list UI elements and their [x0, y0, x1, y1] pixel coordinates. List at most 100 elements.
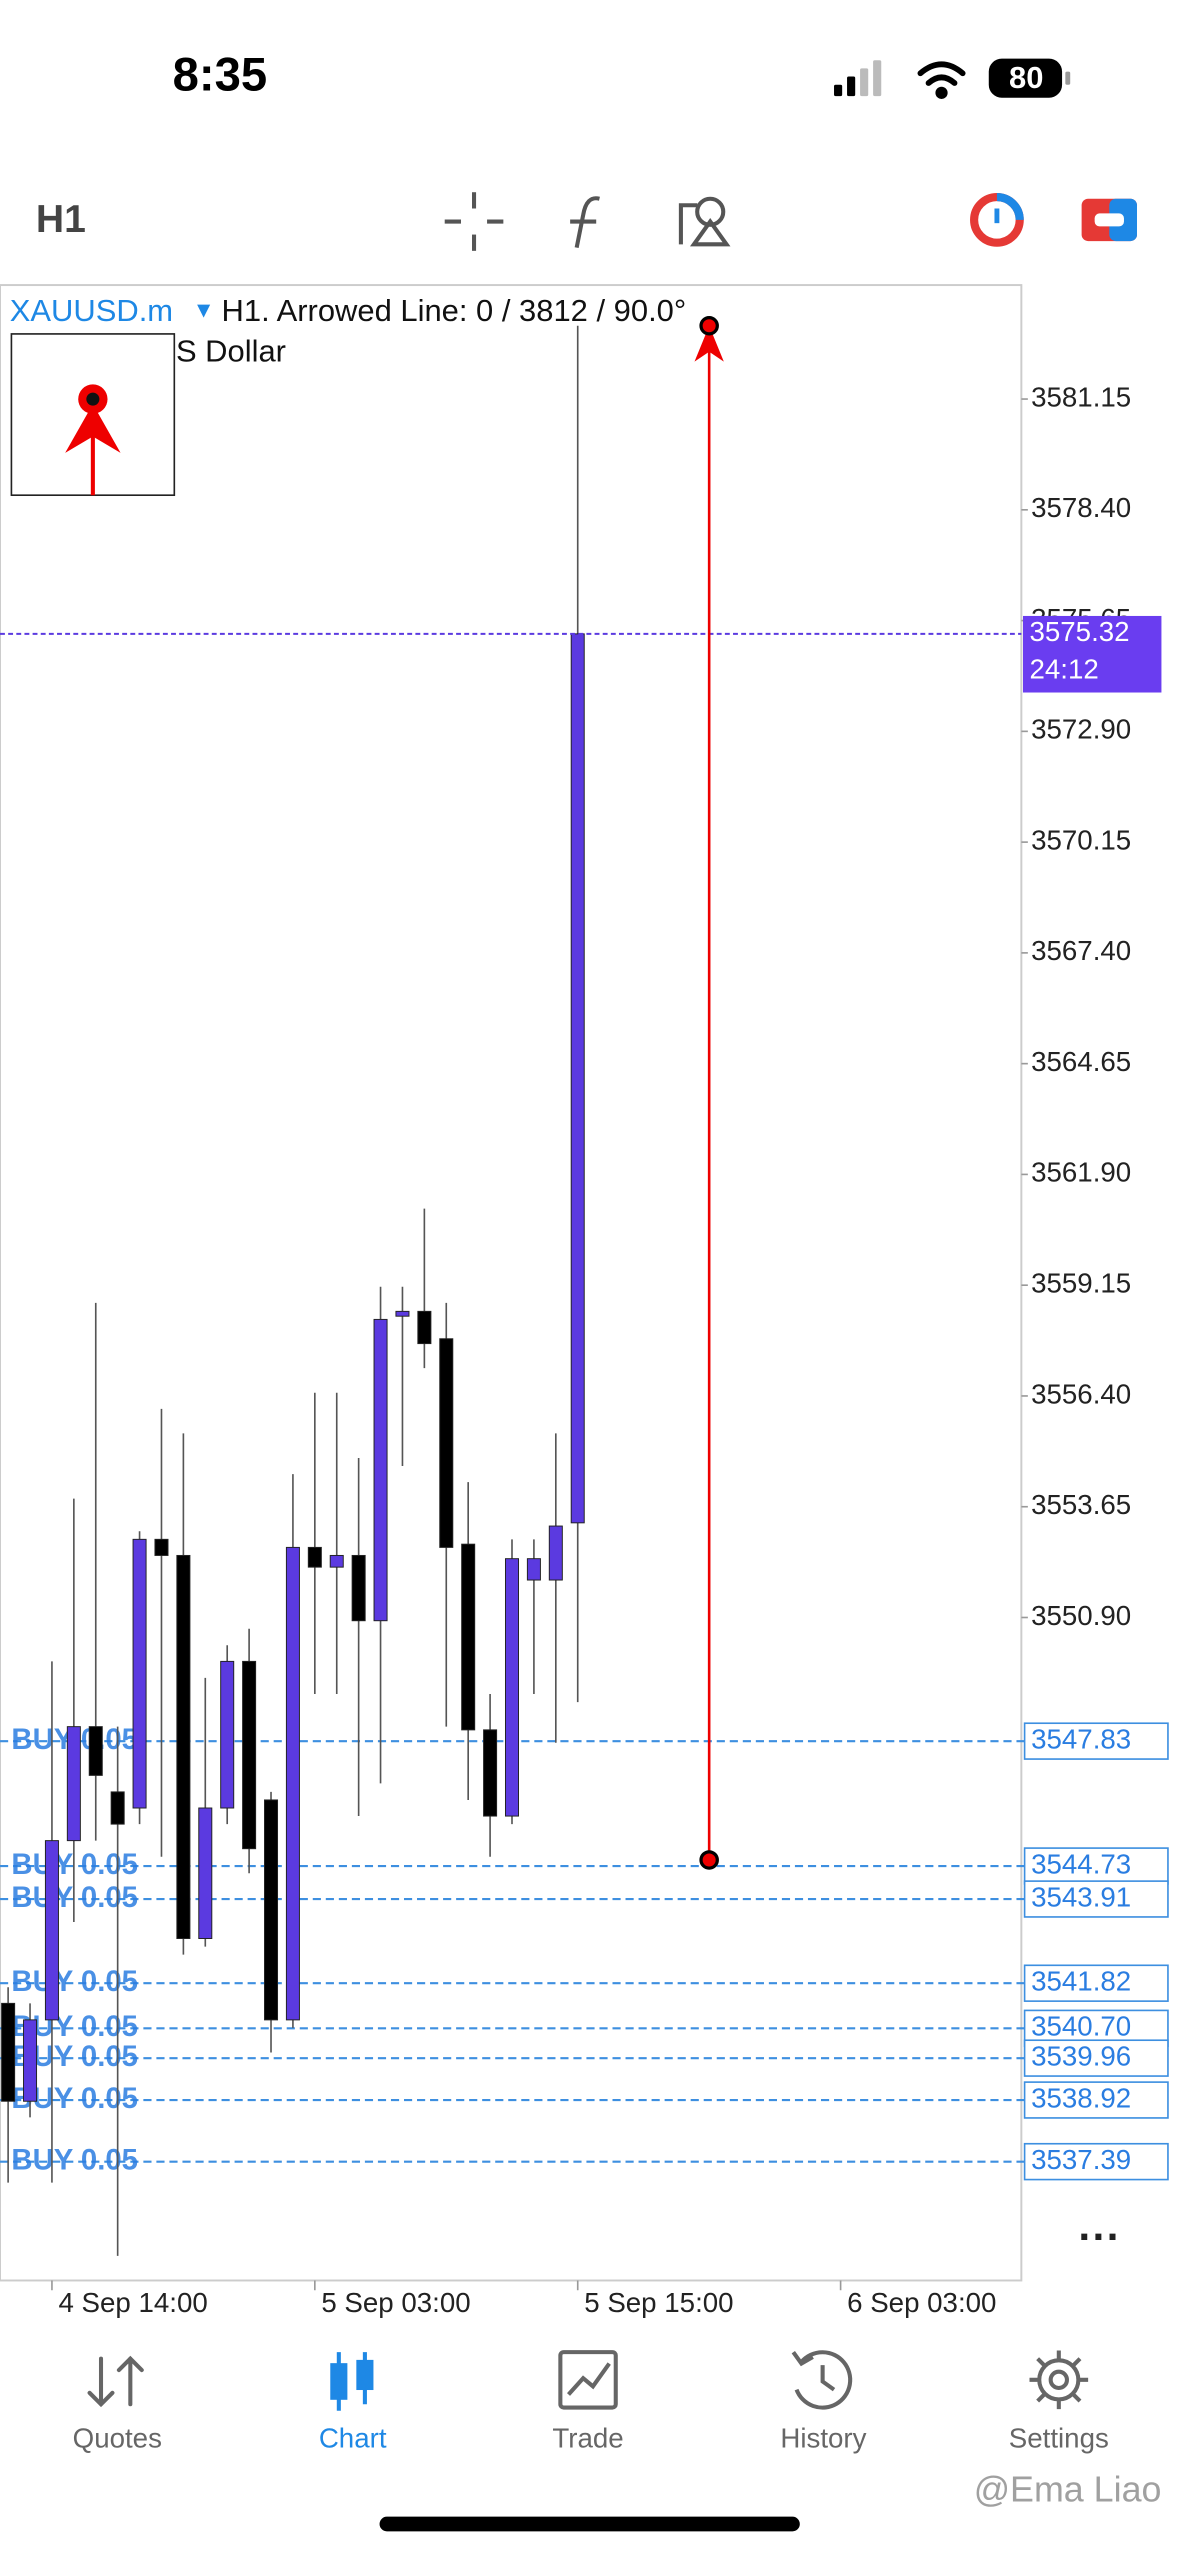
- battery-cap: [1065, 71, 1071, 85]
- order-price-label: 3539.96: [1031, 2040, 1131, 2071]
- order-price-label: 3541.82: [1031, 1966, 1131, 1997]
- y-tick-label: 3572.90: [1031, 714, 1131, 745]
- chart-title: H1. Arrowed Line: 0 / 3812 / 90.0°: [222, 293, 687, 328]
- order-price-label: 3547.83: [1031, 1723, 1131, 1754]
- x-tick-label: 5 Sep 15:00: [584, 2287, 733, 2318]
- candle-body: [264, 1799, 279, 2021]
- order-price-label: 3538.92: [1031, 2082, 1131, 2113]
- candle-body: [417, 1310, 432, 1345]
- tab-label[interactable]: Quotes: [73, 2422, 162, 2453]
- y-tick-label: 3556.40: [1031, 1378, 1131, 1409]
- order-price-label: 3544.73: [1031, 1848, 1131, 1879]
- order-label: BUY 0.05: [11, 1881, 138, 1914]
- candle-body: [285, 1546, 300, 2021]
- bid-timer: 24:12: [1029, 654, 1098, 685]
- object-preview: [10, 333, 176, 497]
- candle-body: [66, 1726, 81, 1842]
- candle-body: [220, 1660, 235, 1809]
- signal-icon: [834, 60, 882, 97]
- candle-body: [461, 1543, 476, 1731]
- candle-body: [548, 1525, 563, 1581]
- x-tick-label: 5 Sep 03:00: [321, 2287, 470, 2318]
- arrow-head: [694, 325, 724, 362]
- battery-level: 80: [1009, 60, 1043, 95]
- order-label: BUY 0.05: [11, 1848, 138, 1881]
- candle-body: [132, 1538, 147, 1809]
- y-tick-label: 3567.40: [1031, 935, 1131, 966]
- tab-bar: Quotes Chart Trade History Settings: [73, 2422, 1109, 2453]
- battery-icon: [988, 58, 1063, 98]
- candle-body: [483, 1729, 498, 1817]
- more-button[interactable]: ···: [1078, 2213, 1120, 2260]
- y-tick-label: 3578.40: [1031, 492, 1131, 523]
- chart-frame[interactable]: [0, 284, 1023, 2282]
- objects-button[interactable]: [678, 196, 731, 247]
- y-tick-label: 3561.90: [1031, 1157, 1131, 1188]
- candle-body: [198, 1807, 213, 1939]
- chart-symbol[interactable]: XAUUSD.m: [10, 293, 173, 328]
- quotes-icon[interactable]: [87, 2355, 144, 2408]
- order-label: BUY 0.05: [11, 2143, 138, 2176]
- chart-icon[interactable]: [330, 2352, 374, 2411]
- order-price-box: [1023, 2142, 1169, 2181]
- candle-body: [329, 1554, 344, 1568]
- order-price-box: [1023, 1964, 1169, 2002]
- tab-label[interactable]: Settings: [1009, 2422, 1109, 2453]
- order-price-box: [1023, 1722, 1169, 1760]
- candle-body: [88, 1726, 103, 1776]
- x-tick-label: 4 Sep 14:00: [58, 2287, 207, 2318]
- arrow-end-point: [699, 315, 719, 336]
- tab-label[interactable]: Chart: [319, 2422, 387, 2453]
- candle-body: [242, 1660, 257, 1850]
- candle-body: [154, 1538, 169, 1556]
- settings-icon[interactable]: [1029, 2350, 1089, 2410]
- candle-body: [1, 2002, 16, 2102]
- tab-label[interactable]: Trade: [552, 2422, 623, 2453]
- x-tick-label: 6 Sep 03:00: [847, 2287, 996, 2318]
- chart-plot: 3581.153578.403575.653572.903570.153567.…: [0, 315, 1170, 2318]
- y-tick-label: 3570.15: [1031, 824, 1131, 855]
- y-tick-label: 3559.15: [1031, 1267, 1131, 1298]
- candle-body: [351, 1554, 366, 1622]
- order-price-box: [1023, 2039, 1169, 2077]
- candle-body: [570, 633, 585, 1524]
- candle-body: [526, 1558, 541, 1581]
- chart-subtitle: S Dollar: [176, 334, 286, 369]
- candle-body: [44, 1840, 59, 2021]
- order-price-label: 3537.39: [1031, 2144, 1131, 2175]
- bid-price: 3575.32: [1029, 616, 1129, 647]
- candle-body: [23, 2019, 38, 2102]
- y-tick-label: 3553.65: [1031, 1489, 1131, 1520]
- candle-body: [373, 1318, 388, 1622]
- y-tick-label: 3550.90: [1031, 1600, 1131, 1631]
- arrow-start-point: [699, 1850, 719, 1870]
- indicators-button[interactable]: [570, 196, 600, 248]
- candle-body: [176, 1554, 191, 1939]
- wifi-icon: [917, 61, 966, 99]
- trade-button[interactable]: [1081, 198, 1138, 242]
- candle-body: [110, 1791, 125, 1825]
- order-price-box: [1023, 1880, 1169, 1918]
- timeframe-button[interactable]: H1: [36, 198, 86, 241]
- candle-body: [439, 1338, 454, 1548]
- candle-body: [504, 1558, 520, 1817]
- status-time: 8:35: [173, 49, 268, 102]
- candle-body: [395, 1310, 410, 1317]
- bid-box: [1022, 615, 1162, 693]
- symbol-dropdown[interactable]: [197, 304, 211, 318]
- order-label: BUY 0.05: [11, 1965, 138, 1998]
- order-price-label: 3540.70: [1031, 2011, 1131, 2042]
- crosshair-button[interactable]: [444, 192, 504, 251]
- order-price-label: 3543.91: [1031, 1881, 1131, 1912]
- one-click-trading-button[interactable]: [970, 193, 1024, 247]
- history-icon[interactable]: [791, 2350, 853, 2410]
- home-indicator: [379, 2516, 800, 2532]
- trade-icon[interactable]: [558, 2350, 618, 2410]
- tab-label[interactable]: History: [780, 2422, 866, 2453]
- watermark: @Ema Liao: [974, 2470, 1162, 2510]
- y-tick-label: 3581.15: [1031, 381, 1131, 412]
- candle-body: [307, 1546, 322, 1568]
- y-tick-label: 3564.65: [1031, 1046, 1131, 1077]
- order-price-box: [1023, 2081, 1169, 2119]
